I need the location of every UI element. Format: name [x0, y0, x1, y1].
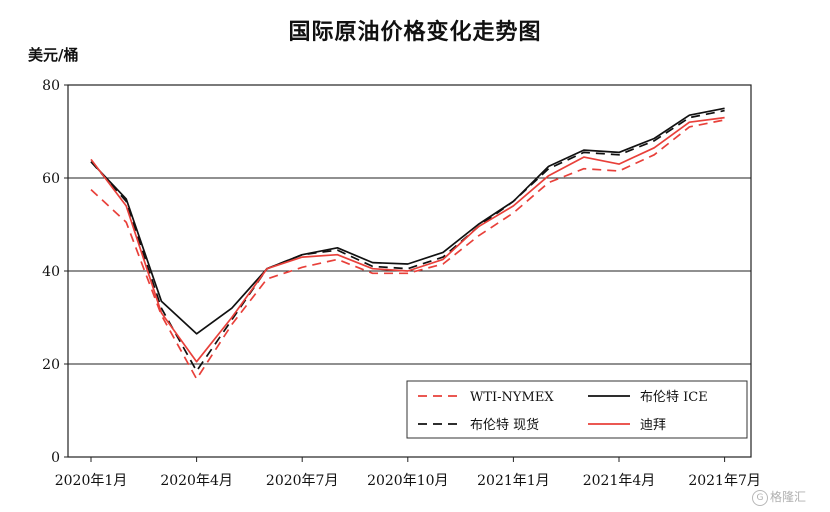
chart-title: 国际原油价格变化走势图	[288, 20, 542, 45]
series-line-3	[90, 116, 725, 363]
y-tick-label: 60	[42, 171, 60, 187]
series-line-0	[90, 119, 725, 380]
x-axis: 2020年1月 2020年4月 2020年7月 2020年10月 2021年1月 2021…	[55, 457, 761, 489]
legend-label-3: 迪拜	[640, 418, 666, 433]
x-tick-label: 2020年1月	[55, 473, 128, 489]
series-line-1	[90, 107, 725, 335]
legend-label-0: WTI-NYMEX	[470, 390, 554, 405]
legend-label-2: 布伦特 现货	[470, 417, 539, 433]
x-tick-label: 2021年7月	[688, 473, 761, 489]
x-tick-label: 2021年1月	[477, 473, 550, 489]
series-line-2	[90, 109, 725, 372]
watermark-text: 格隆汇	[770, 490, 807, 504]
y-tick-label: 0	[51, 450, 60, 466]
x-tick-label: 2020年4月	[160, 473, 233, 489]
x-tick-label: 2020年10月	[367, 473, 448, 489]
y-tick-label: 20	[42, 357, 60, 373]
y-axis: 0 20 40 60 80	[42, 78, 68, 466]
y-tick-label: 40	[42, 264, 60, 280]
x-tick-label: 2021年4月	[583, 473, 656, 489]
series-lines	[90, 107, 725, 380]
legend-label-1: 布伦特 ICE	[640, 390, 708, 405]
g-circle-icon: G	[752, 489, 768, 506]
x-tick-label: 2020年7月	[266, 473, 339, 489]
legend: WTI-NYMEX 布伦特 ICE 布伦特 现货 迪拜	[406, 380, 748, 439]
y-axis-unit-label: 美元/桶	[28, 46, 79, 64]
legend-box	[406, 380, 748, 439]
y-tick-label: 80	[42, 78, 60, 94]
watermark: G 格隆汇	[752, 488, 806, 506]
